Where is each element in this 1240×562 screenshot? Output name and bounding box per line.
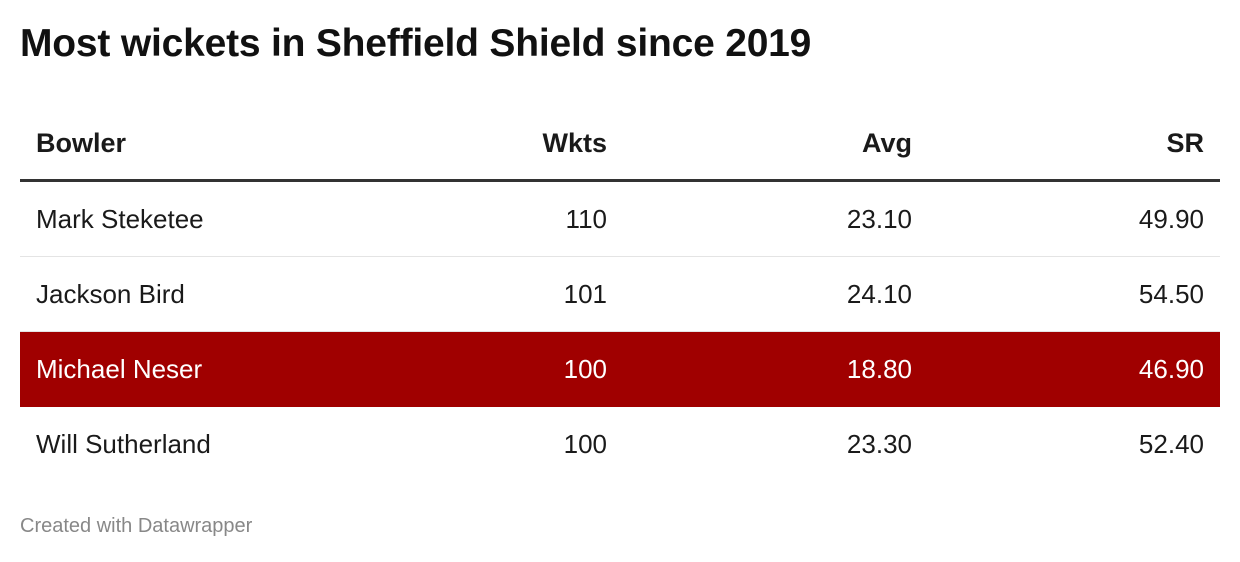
table-row: Michael Neser 100 18.80 46.90 (20, 332, 1220, 407)
cell-bowler: Will Sutherland (36, 428, 211, 459)
column-header-bowler[interactable]: Bowler (36, 128, 127, 158)
footer-credit[interactable]: Created with Datawrapper (20, 515, 253, 537)
cell-sr: 54.50 (1138, 278, 1204, 309)
chart-title: Most wickets in Sheffield Shield since 2… (20, 22, 812, 65)
cell-wkts: 100 (563, 428, 607, 459)
cell-avg: 24.10 (846, 278, 912, 309)
cell-sr: 49.90 (1138, 203, 1204, 234)
data-table: Bowler Wkts Avg SR Mark Steketee 110 23.… (20, 108, 1220, 481)
cell-sr: 52.40 (1138, 428, 1204, 459)
cell-avg: 18.80 (846, 353, 912, 384)
column-header-sr[interactable]: SR (1166, 128, 1204, 158)
cell-bowler: Mark Steketee (36, 203, 204, 234)
cell-bowler: Jackson Bird (36, 278, 185, 309)
cell-bowler: Michael Neser (36, 353, 203, 384)
table-row: Will Sutherland 100 23.30 52.40 (20, 407, 1220, 481)
cell-wkts: 110 (565, 203, 607, 234)
column-header-avg[interactable]: Avg (861, 128, 912, 158)
cell-avg: 23.10 (846, 203, 912, 234)
column-header-wkts[interactable]: Wkts (542, 128, 607, 158)
table-row: Mark Steketee 110 23.10 49.90 (20, 182, 1220, 257)
cell-sr: 46.90 (1138, 353, 1204, 384)
table-row: Jackson Bird 101 24.10 54.50 (20, 257, 1220, 332)
cell-wkts: 100 (563, 353, 607, 384)
table-header-row: Bowler Wkts Avg SR (20, 108, 1220, 182)
cell-wkts: 101 (563, 278, 607, 309)
cell-avg: 23.30 (846, 428, 912, 459)
